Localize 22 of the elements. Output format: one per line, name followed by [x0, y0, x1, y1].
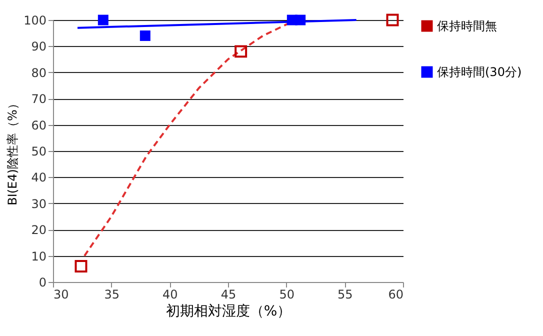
x-tick-label: 55 [338, 288, 353, 302]
y-tick-label: 0 [38, 276, 46, 290]
x-tick-label: 40 [162, 288, 178, 302]
x-axis-title: 初期相対湿度（%） [166, 304, 292, 320]
y-tick-label: 90 [31, 40, 46, 54]
y-tick-label: 60 [31, 118, 46, 132]
x-tick-label: 35 [104, 288, 120, 302]
y-tick-label: 50 [31, 144, 46, 158]
x-tick-label: 60 [388, 288, 404, 302]
y-tick-label: 100 [24, 14, 46, 28]
x-tick-label: 50 [279, 288, 294, 302]
y-tick-label: 70 [31, 92, 46, 106]
y-tick-label: 30 [31, 196, 46, 211]
x-tick-label: 30 [54, 288, 69, 302]
y-tick-label: 10 [31, 249, 46, 264]
legend-label: 保持時間(30分) [437, 65, 522, 79]
legend-label: 保持時間無 [437, 19, 497, 33]
y-tick-label: 20 [31, 223, 46, 238]
y-tick-label: 80 [31, 66, 46, 80]
y-tick-label: 40 [31, 170, 46, 185]
y-axis-title: BI(E4)陰性率（%） [6, 98, 20, 206]
x-tick-label: 45 [220, 288, 236, 302]
